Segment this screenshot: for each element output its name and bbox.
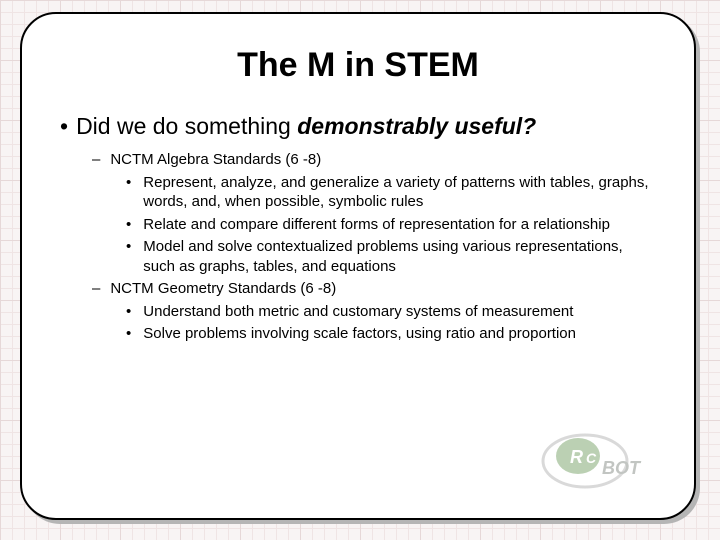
section-heading-text: NCTM Geometry Standards (6 -8): [110, 280, 336, 297]
section-item: • Represent, analyze, and generalize a va…: [126, 173, 656, 212]
section-item: • Relate and compare different forms of r…: [126, 215, 656, 235]
bullet-l3: •: [126, 173, 131, 212]
section-item: • Understand both metric and customary sy…: [126, 302, 656, 322]
rcbot-logo-icon: R C BOT: [540, 430, 660, 492]
slide-title: The M in STEM: [60, 46, 656, 85]
bullet-l3: •: [126, 324, 131, 344]
section-item-text: Relate and compare different forms of re…: [143, 215, 656, 235]
svg-text:C: C: [586, 450, 597, 466]
section-item-text: Understand both metric and customary sys…: [143, 302, 656, 322]
section-heading: –NCTM Algebra Standards (6 -8): [92, 150, 656, 170]
bullet-l3: •: [126, 215, 131, 235]
section-heading: –NCTM Geometry Standards (6 -8): [92, 279, 656, 299]
slide-frame: The M in STEM • Did we do something demon…: [20, 12, 696, 520]
dash-l2: –: [92, 151, 100, 168]
section-item: • Model and solve contextualized problems…: [126, 237, 656, 276]
section-item-text: Model and solve contextualized problems …: [143, 237, 656, 276]
section-item-text: Represent, analyze, and generalize a var…: [143, 173, 656, 212]
bullet-l1: •: [60, 113, 68, 139]
question-emphasis: demonstrably useful?: [297, 113, 536, 139]
dash-l2: –: [92, 280, 100, 297]
bullet-l3: •: [126, 302, 131, 322]
section-item: • Solve problems involving scale factors,…: [126, 324, 656, 344]
section-item-text: Solve problems involving scale factors, …: [143, 324, 656, 344]
question-prefix: Did we do something: [76, 113, 297, 139]
svg-text:R: R: [570, 447, 583, 467]
section-heading-text: NCTM Algebra Standards (6 -8): [110, 151, 321, 168]
main-question: • Did we do something demonstrably useful…: [60, 113, 656, 140]
bullet-l3: •: [126, 237, 131, 276]
logo-text: BOT: [602, 458, 642, 478]
